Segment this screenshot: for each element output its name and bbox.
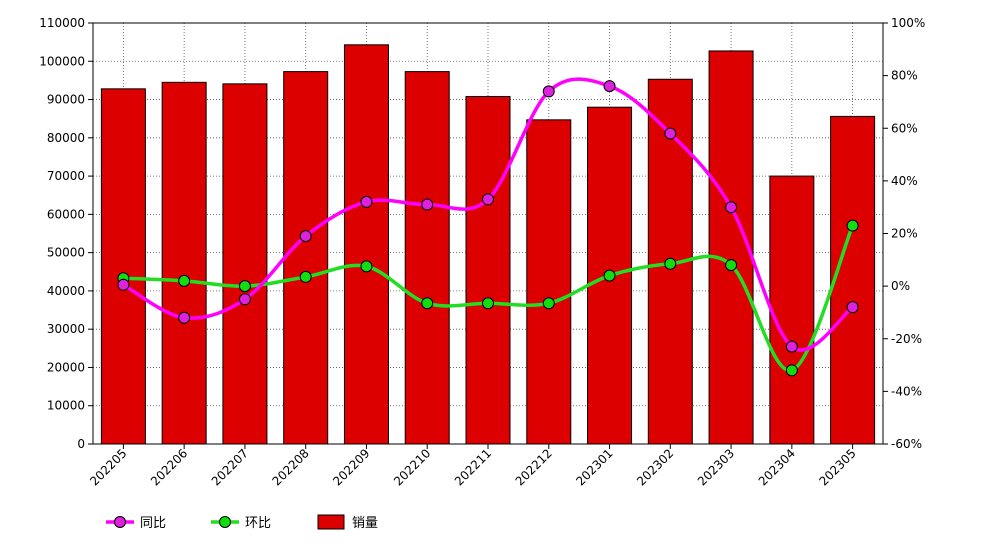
line-point — [360, 260, 373, 273]
line-point — [238, 293, 251, 306]
bar-mark — [283, 71, 329, 445]
legend-label: 销量 — [352, 516, 378, 531]
legend-swatch-box — [317, 514, 345, 530]
legend-swatch-marker — [114, 516, 126, 528]
right-tick-label: 100% — [891, 16, 925, 30]
right-tick-label: -60% — [891, 437, 922, 451]
x-tick-label: 202304 — [756, 446, 798, 488]
line-point — [785, 364, 798, 377]
bar-mark — [222, 83, 268, 445]
left-tick-label: 70000 — [47, 169, 85, 183]
line-point — [603, 80, 616, 93]
line-point — [299, 230, 312, 243]
line-point — [725, 201, 738, 214]
bar-mark — [343, 44, 389, 445]
bar-mark — [404, 71, 450, 445]
left-tick-label: 10000 — [47, 399, 85, 413]
line-point — [603, 269, 616, 282]
x-tick-label: 202303 — [695, 446, 737, 488]
x-tick-label: 202211 — [452, 446, 494, 488]
bar-mark — [769, 175, 815, 445]
left-tick-label: 110000 — [39, 16, 85, 30]
left-tick-label: 0 — [77, 437, 85, 451]
line-point — [846, 301, 859, 314]
series-line — [123, 224, 855, 373]
right-axis: -60% -40% -20% 0% 20% 40% 60% 80% 100% — [883, 16, 925, 451]
bar-mark — [526, 119, 572, 445]
left-tick-label: 30000 — [47, 322, 85, 336]
x-tick-label: 202209 — [330, 446, 372, 488]
line-point — [360, 195, 373, 208]
line-point — [785, 340, 798, 353]
right-tick-label: 40% — [891, 174, 918, 188]
left-tick-label: 80000 — [47, 131, 85, 145]
x-tick-label: 202207 — [209, 446, 251, 488]
line-point — [117, 278, 130, 291]
right-tick-label: 20% — [891, 227, 918, 241]
left-axis: 0 10000 20000 30000 40000 50000 60000 70000 8000… — [39, 16, 93, 451]
line-point — [238, 280, 251, 293]
right-tick-label: 0% — [891, 279, 910, 293]
right-tick-label: 60% — [891, 121, 918, 135]
x-tick-label: 202210 — [391, 446, 433, 488]
x-tick-label: 202205 — [87, 446, 129, 488]
right-tick-label: -40% — [891, 384, 922, 398]
line-point — [299, 270, 312, 283]
line-point — [542, 297, 555, 310]
x-tick-label: 202301 — [573, 446, 615, 488]
left-tick-label: 50000 — [47, 246, 85, 260]
legend-swatch-marker — [219, 516, 231, 528]
legend-label: 环比 — [245, 516, 271, 531]
x-tick-label: 202206 — [148, 446, 190, 488]
left-tick-label: 40000 — [47, 284, 85, 298]
bar-mark — [100, 88, 146, 445]
legend: 同比 环比 销量 — [106, 514, 378, 531]
line-point — [178, 311, 191, 324]
line-series — [117, 77, 859, 377]
line-point — [482, 193, 494, 206]
line-point — [421, 297, 434, 310]
left-tick-label: 100000 — [39, 54, 85, 68]
legend-label: 同比 — [140, 516, 166, 531]
x-axis: 202205 202206 202207 202208 202209 202210 2022… — [87, 444, 859, 489]
line-point — [482, 297, 494, 310]
bar-series — [100, 44, 876, 445]
right-tick-label: -20% — [891, 332, 922, 346]
line-point — [421, 198, 434, 211]
x-tick-label: 202305 — [816, 446, 858, 488]
bar-mark — [708, 50, 754, 445]
right-tick-label: 80% — [891, 69, 918, 83]
bar-mark — [465, 95, 511, 445]
left-tick-label: 90000 — [47, 93, 85, 107]
line-point — [178, 274, 191, 287]
line-point — [664, 257, 677, 270]
line-point — [664, 127, 677, 140]
bar-mark — [830, 115, 876, 445]
bar-mark — [161, 81, 207, 445]
x-tick-label: 202302 — [634, 446, 676, 488]
left-tick-label: 20000 — [47, 360, 85, 374]
x-tick-label: 202208 — [270, 446, 312, 488]
left-tick-label: 60000 — [47, 207, 85, 221]
line-point — [725, 259, 738, 272]
line-point — [846, 219, 859, 232]
line-point — [542, 85, 555, 98]
x-tick-label: 202212 — [513, 446, 555, 488]
